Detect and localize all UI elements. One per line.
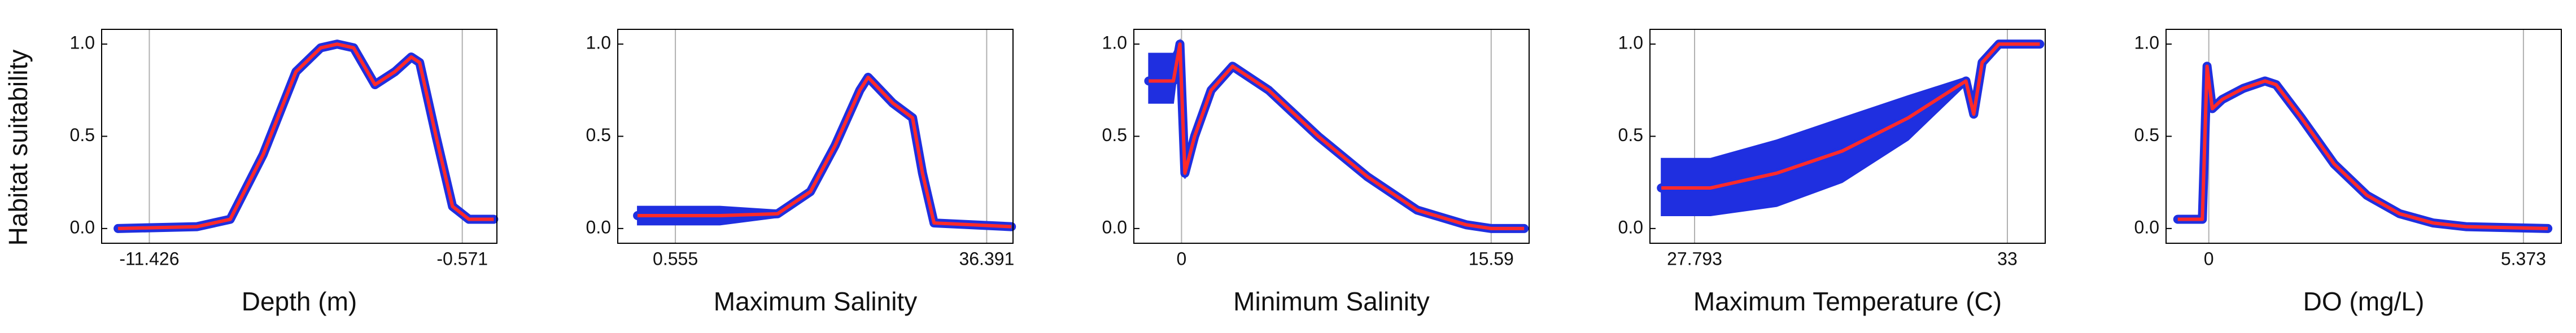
line <box>1149 42 1525 230</box>
plot-area <box>1134 29 1529 243</box>
plot-frame <box>1133 29 1530 244</box>
y-tick-label: 0.0 <box>1102 217 1127 237</box>
plot-area <box>2166 29 2561 243</box>
y-tick-label: 0.0 <box>1618 217 1643 237</box>
x-tick-label: -11.426 <box>119 248 179 269</box>
plot-frame <box>101 29 497 244</box>
x-axis-title: Maximum Salinity <box>714 287 917 316</box>
y-tick-label: 0.0 <box>2134 217 2159 237</box>
x-axis-title: Maximum Temperature (C) <box>1693 287 2002 316</box>
x-tick-label: 5.373 <box>2501 248 2546 269</box>
x-tick-label: 33 <box>1997 248 2018 269</box>
x-tick-label: 15.59 <box>1469 248 1514 269</box>
y-tick-label: 0.5 <box>2134 125 2159 145</box>
x-tick-label: 0 <box>2204 248 2214 269</box>
y-tick-label: 1.0 <box>2134 33 2159 53</box>
y-axis-title: Habitat suitability <box>3 50 33 246</box>
y-tick-label: 0.5 <box>70 125 95 145</box>
x-axis-title: Depth (m) <box>242 287 357 316</box>
y-tick-label: 0.5 <box>586 125 611 145</box>
y-tick-label: 0.5 <box>1102 125 1127 145</box>
line <box>1661 42 2040 190</box>
y-tick-label: 0.5 <box>1618 125 1643 145</box>
x-tick-label: 0 <box>1177 248 1187 269</box>
y-tick-label: 1.0 <box>70 33 95 53</box>
x-axis-title: Minimum Salinity <box>1233 287 1430 316</box>
y-tick-label: 1.0 <box>1102 33 1127 53</box>
x-tick-label: -0.571 <box>436 248 488 269</box>
x-tick-label: 0.555 <box>653 248 698 269</box>
x-axis-title: DO (mg/L) <box>2303 287 2425 316</box>
y-tick-label: 0.0 <box>586 217 611 237</box>
line <box>638 75 1012 229</box>
line <box>118 42 494 230</box>
x-tick-label: 27.793 <box>1667 248 1722 269</box>
plot-frame <box>1649 29 2046 244</box>
x-tick-label: 36.391 <box>959 248 1014 269</box>
y-tick-label: 0.0 <box>70 217 95 237</box>
plot-frame <box>617 29 1014 244</box>
y-tick-label: 1.0 <box>586 33 611 53</box>
plot-frame <box>2165 29 2562 244</box>
line <box>2177 64 2548 230</box>
y-tick-label: 1.0 <box>1618 33 1643 53</box>
